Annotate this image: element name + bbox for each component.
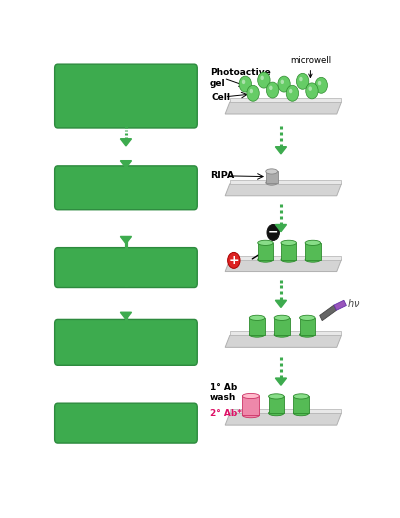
Circle shape <box>289 89 292 93</box>
Ellipse shape <box>293 411 309 416</box>
Polygon shape <box>225 184 342 196</box>
Polygon shape <box>320 305 336 321</box>
Polygon shape <box>230 332 342 335</box>
Ellipse shape <box>242 412 260 418</box>
Polygon shape <box>225 335 342 348</box>
FancyBboxPatch shape <box>258 243 273 260</box>
Circle shape <box>258 72 270 88</box>
Ellipse shape <box>305 240 321 246</box>
Polygon shape <box>120 312 132 320</box>
Text: Protein immobilization: the
slide is exposed to UV light: Protein immobilization: the slide is exp… <box>56 333 196 352</box>
Text: Cell settling: Cell
suspension is applied to the
surface of the slide and
allowe: Cell settling: Cell suspension is applie… <box>54 76 198 116</box>
Polygon shape <box>225 413 342 425</box>
Text: Cell lysis: Denaturing lysis
buffer is added to the slide: Cell lysis: Denaturing lysis buffer is a… <box>57 178 195 197</box>
Ellipse shape <box>300 315 315 321</box>
Ellipse shape <box>274 315 290 321</box>
Ellipse shape <box>249 315 265 321</box>
FancyBboxPatch shape <box>305 243 321 260</box>
Ellipse shape <box>268 394 284 399</box>
Circle shape <box>306 83 318 99</box>
Polygon shape <box>225 102 342 114</box>
Circle shape <box>247 85 259 101</box>
FancyBboxPatch shape <box>281 243 296 260</box>
Polygon shape <box>225 260 342 271</box>
Polygon shape <box>275 378 286 385</box>
Text: RIPA: RIPA <box>210 171 234 180</box>
Circle shape <box>296 74 309 89</box>
Polygon shape <box>275 224 286 232</box>
Polygon shape <box>120 161 132 168</box>
Polygon shape <box>230 98 342 102</box>
Text: 1° Ab
wash: 1° Ab wash <box>210 383 237 402</box>
Ellipse shape <box>300 332 315 337</box>
Ellipse shape <box>249 332 265 337</box>
Ellipse shape <box>242 393 260 398</box>
Circle shape <box>269 85 272 90</box>
FancyBboxPatch shape <box>242 396 260 415</box>
FancyBboxPatch shape <box>55 64 197 128</box>
FancyBboxPatch shape <box>55 166 197 210</box>
Ellipse shape <box>258 257 273 262</box>
Text: Photoactive
gel: Photoactive gel <box>210 68 270 88</box>
Circle shape <box>308 87 312 91</box>
FancyBboxPatch shape <box>55 248 197 287</box>
Circle shape <box>260 76 264 80</box>
FancyBboxPatch shape <box>293 396 309 413</box>
Circle shape <box>286 85 299 101</box>
Circle shape <box>318 81 321 85</box>
FancyBboxPatch shape <box>55 403 197 443</box>
Ellipse shape <box>258 240 273 246</box>
Text: Antibody probing and
imaging: Antibody probing and imaging <box>71 413 181 433</box>
Polygon shape <box>275 300 286 308</box>
Circle shape <box>315 77 328 93</box>
Text: microwell: microwell <box>290 56 331 77</box>
Polygon shape <box>120 236 132 243</box>
Polygon shape <box>275 147 286 154</box>
Circle shape <box>267 224 279 240</box>
Ellipse shape <box>281 240 296 246</box>
Circle shape <box>266 82 279 98</box>
Text: −: − <box>268 226 278 239</box>
Text: $h\nu$: $h\nu$ <box>347 297 360 309</box>
Circle shape <box>239 76 252 92</box>
FancyBboxPatch shape <box>268 396 284 413</box>
Circle shape <box>228 252 240 268</box>
FancyBboxPatch shape <box>300 318 315 335</box>
Ellipse shape <box>305 257 321 262</box>
Circle shape <box>299 77 303 81</box>
Ellipse shape <box>266 169 278 174</box>
Polygon shape <box>230 255 342 260</box>
Ellipse shape <box>293 394 309 399</box>
FancyBboxPatch shape <box>274 318 290 335</box>
Polygon shape <box>230 180 342 184</box>
Polygon shape <box>230 409 342 413</box>
Ellipse shape <box>266 180 278 185</box>
Circle shape <box>278 76 290 92</box>
Circle shape <box>280 80 284 84</box>
FancyBboxPatch shape <box>249 318 265 335</box>
Text: 2° Ab*: 2° Ab* <box>210 409 242 419</box>
Ellipse shape <box>268 411 284 416</box>
Circle shape <box>242 80 245 84</box>
FancyBboxPatch shape <box>55 320 197 365</box>
Ellipse shape <box>274 332 290 337</box>
Text: +: + <box>228 254 239 267</box>
Text: Cell: Cell <box>211 93 230 102</box>
Text: Protein separation by gel
electrophoresis: Protein separation by gel electrophoresi… <box>61 258 191 277</box>
Polygon shape <box>334 300 346 310</box>
Ellipse shape <box>281 257 296 262</box>
Circle shape <box>250 89 253 93</box>
Polygon shape <box>120 139 132 146</box>
FancyBboxPatch shape <box>266 171 278 183</box>
